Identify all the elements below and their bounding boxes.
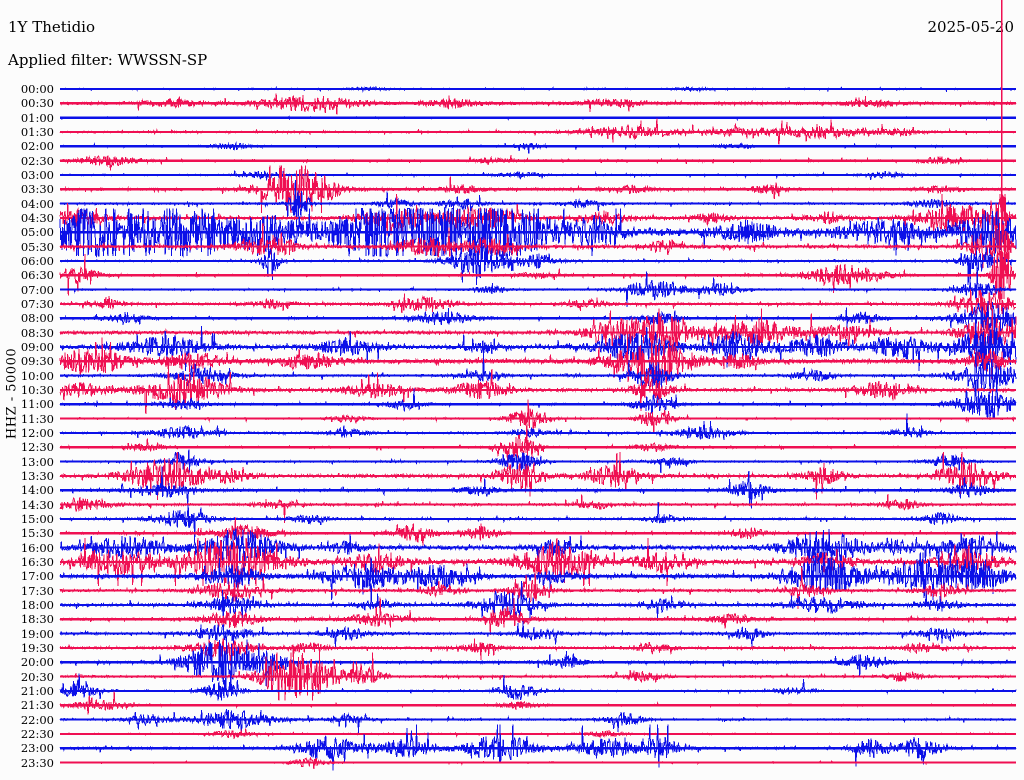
seismic-trace — [59, 580, 1016, 620]
seismic-trace — [59, 265, 1017, 308]
seismic-trace — [59, 155, 1017, 171]
date-label: 2025-05-20 — [927, 18, 1014, 36]
seismic-trace — [59, 709, 1017, 735]
seismic-trace — [59, 501, 1017, 543]
seismic-trace — [59, 466, 1017, 509]
seismic-trace — [59, 621, 1017, 649]
seismic-trace — [59, 206, 1017, 258]
seismic-trace — [59, 691, 1017, 715]
page-title: 1Y Thetidio — [8, 18, 96, 36]
seismic-trace — [59, 517, 1017, 546]
applied-filter-label: Applied filter: WWSSN-SP — [8, 51, 208, 69]
seismic-trace — [59, 639, 1017, 687]
seismic-trace — [59, 141, 1017, 154]
